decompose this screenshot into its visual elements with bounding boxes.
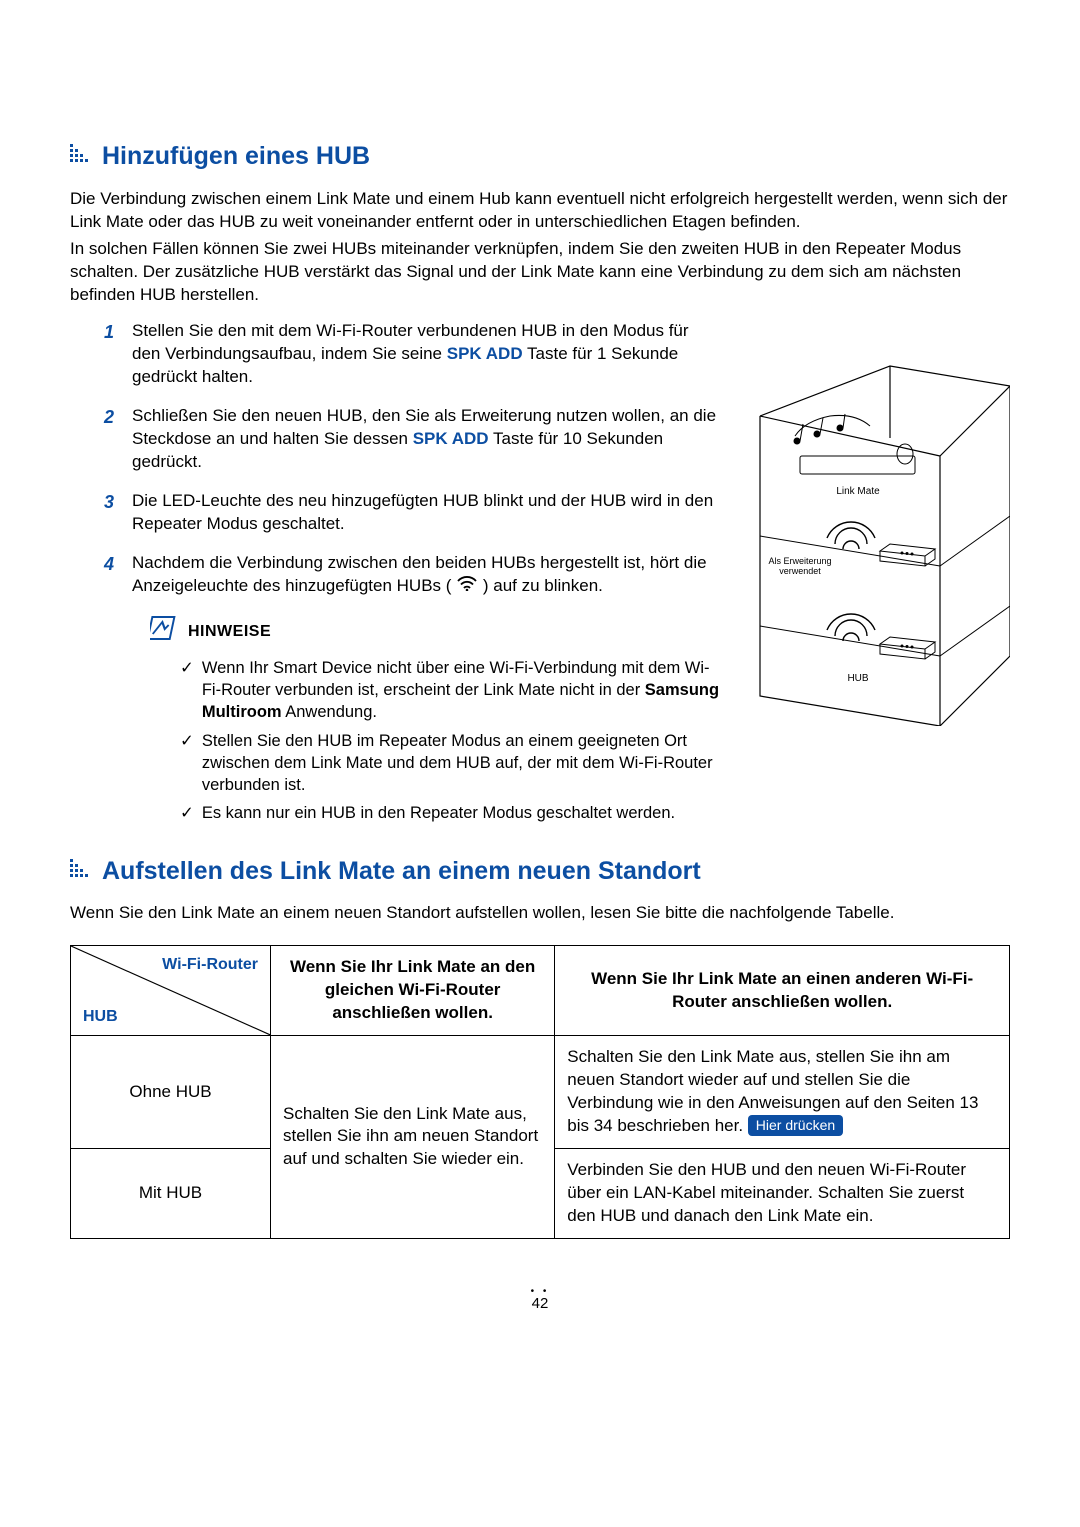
note-icon bbox=[150, 614, 178, 649]
check-icon: ✓ bbox=[180, 730, 194, 797]
row2-label: Mit HUB bbox=[71, 1148, 271, 1238]
bullet-icon bbox=[70, 144, 88, 169]
hint-list: ✓Wenn Ihr Smart Device nicht über eine W… bbox=[150, 657, 720, 825]
check-icon: ✓ bbox=[180, 657, 194, 724]
diagram-repeater-label-1: Als Erweiterung bbox=[768, 556, 831, 566]
section-title-2: Aufstellen des Link Mate an einem neuen … bbox=[102, 855, 701, 889]
cell-r1c2: Schalten Sie den Link Mate aus, stellen … bbox=[555, 1036, 1010, 1149]
page-number: 42 bbox=[70, 1294, 1010, 1314]
cell-merged: Schalten Sie den Link Mate aus, stellen … bbox=[271, 1036, 555, 1239]
step-number: 2 bbox=[100, 405, 114, 474]
step-text-1: Stellen Sie den mit dem Wi-Fi-Router ver… bbox=[132, 320, 720, 389]
steps-column: 1 Stellen Sie den mit dem Wi-Fi-Router v… bbox=[70, 320, 720, 830]
step-text-4: Nachdem die Verbindung zwischen den beid… bbox=[132, 552, 720, 598]
step-number: 3 bbox=[100, 490, 114, 536]
step-2: 2 Schließen Sie den neuen HUB, den Sie a… bbox=[100, 405, 720, 474]
hint-1-pre: Wenn Ihr Smart Device nicht über eine Wi… bbox=[202, 659, 710, 699]
step-2-hl: SPK ADD bbox=[413, 429, 489, 448]
step-4: 4 Nachdem die Verbindung zwischen den be… bbox=[100, 552, 720, 598]
click-here-badge[interactable]: Hier drücken bbox=[748, 1115, 843, 1136]
diag-top-label: Wi-Fi-Router bbox=[162, 954, 258, 976]
table-wrap: Wi-Fi-Router HUB Wenn Sie Ihr Link Mate … bbox=[70, 945, 1010, 1238]
intro-p2: In solchen Fällen können Sie zwei HUBs m… bbox=[70, 238, 1010, 307]
cell-r2c2: Verbinden Sie den HUB und den neuen Wi-F… bbox=[555, 1148, 1010, 1238]
row1-label: Ohne HUB bbox=[71, 1036, 271, 1149]
diagram-hub-label: HUB bbox=[847, 673, 868, 684]
content-row: 1 Stellen Sie den mit dem Wi-Fi-Router v… bbox=[70, 320, 1010, 830]
step-3: 3 Die LED-Leuchte des neu hinzugefügten … bbox=[100, 490, 720, 536]
hint-2: ✓Stellen Sie den HUB im Repeater Modus a… bbox=[180, 730, 720, 797]
hint-1: ✓Wenn Ihr Smart Device nicht über eine W… bbox=[180, 657, 720, 724]
diagram-repeater-label-2: verwendet bbox=[779, 566, 821, 576]
section2-intro: Wenn Sie den Link Mate an einem neuen St… bbox=[70, 902, 1010, 925]
diag-header-cell: Wi-Fi-Router HUB bbox=[71, 946, 271, 1036]
step-text-3: Die LED-Leuchte des neu hinzugefügten HU… bbox=[132, 490, 720, 536]
section-title-1: Hinzufügen eines HUB bbox=[102, 140, 370, 174]
relocation-table: Wi-Fi-Router HUB Wenn Sie Ihr Link Mate … bbox=[70, 945, 1010, 1238]
wifi-icon bbox=[456, 575, 478, 598]
step-number: 4 bbox=[100, 552, 114, 598]
col2-header: Wenn Sie Ihr Link Mate an einen anderen … bbox=[555, 946, 1010, 1036]
hint-3: ✓ Es kann nur ein HUB in den Repeater Mod… bbox=[180, 802, 720, 824]
step-1-hl: SPK ADD bbox=[447, 344, 523, 363]
intro-p1: Die Verbindung zwischen einem Link Mate … bbox=[70, 188, 1010, 234]
check-icon: ✓ bbox=[180, 802, 194, 824]
step-4-pre: Nachdem die Verbindung zwischen den beid… bbox=[132, 553, 707, 595]
hinweise-block: HINWEISE ✓Wenn Ihr Smart Device nicht üb… bbox=[100, 614, 720, 825]
hint-3-text: Es kann nur ein HUB in den Repeater Modu… bbox=[202, 802, 675, 824]
step-3-pre: Die LED-Leuchte des neu hinzugefügten HU… bbox=[132, 491, 713, 533]
section-heading-1: Hinzufügen eines HUB bbox=[70, 140, 1010, 174]
page-footer: • • 42 bbox=[70, 1289, 1010, 1314]
hint-1-post: Anwendung. bbox=[282, 703, 377, 721]
section-heading-2: Aufstellen des Link Mate an einem neuen … bbox=[70, 855, 1010, 889]
hub-diagram: Link Mate Als Erweiterung verwendet bbox=[730, 326, 1010, 726]
bullet-icon bbox=[70, 859, 88, 884]
hinweise-title: HINWEISE bbox=[188, 621, 271, 643]
step-text-2: Schließen Sie den neuen HUB, den Sie als… bbox=[132, 405, 720, 474]
step-1: 1 Stellen Sie den mit dem Wi-Fi-Router v… bbox=[100, 320, 720, 389]
hinweise-header: HINWEISE bbox=[150, 614, 720, 649]
diag-bottom-label: HUB bbox=[83, 1006, 118, 1028]
table-row-1: Ohne HUB Schalten Sie den Link Mate aus,… bbox=[71, 1036, 1010, 1149]
col1-header: Wenn Sie Ihr Link Mate an den gleichen W… bbox=[271, 946, 555, 1036]
table-header-row: Wi-Fi-Router HUB Wenn Sie Ihr Link Mate … bbox=[71, 946, 1010, 1036]
diagram-column: Link Mate Als Erweiterung verwendet bbox=[730, 320, 1010, 830]
step-4-post: ) auf zu blinken. bbox=[478, 576, 603, 595]
hint-2-text: Stellen Sie den HUB im Repeater Modus an… bbox=[202, 730, 720, 797]
diagram-link-mate-label: Link Mate bbox=[836, 486, 880, 497]
step-number: 1 bbox=[100, 320, 114, 389]
